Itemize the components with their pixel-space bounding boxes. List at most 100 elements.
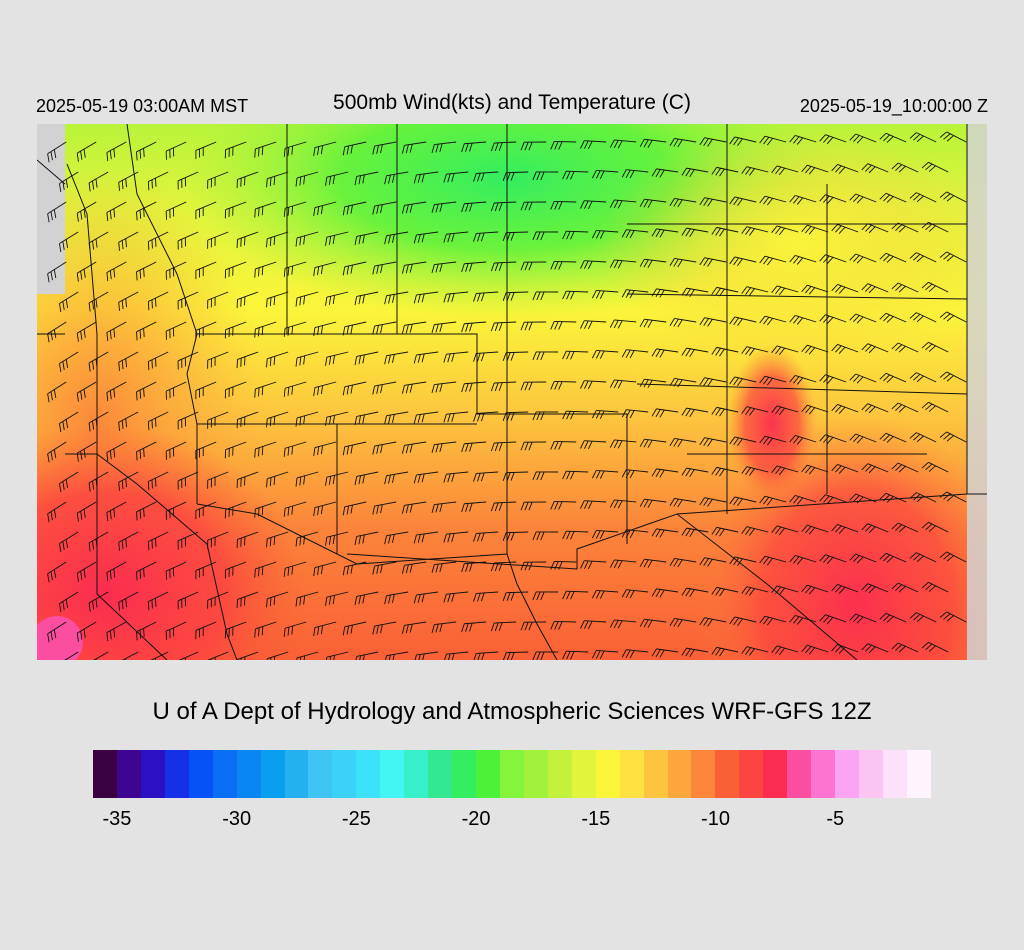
wind-barb-feather xyxy=(566,471,571,480)
wind-barb-feather xyxy=(703,558,709,566)
wind-barb-feather xyxy=(584,140,589,149)
wind-barb-feather xyxy=(80,271,83,280)
wind-barb-feather xyxy=(254,628,256,638)
wind-barb-feather xyxy=(595,410,601,419)
wind-barb-feather xyxy=(745,647,752,655)
wind-barb-feather xyxy=(451,233,455,242)
wind-barb-feather xyxy=(136,211,138,221)
wind-barb-feather xyxy=(826,557,834,565)
wind-barb-feather xyxy=(711,227,718,235)
colorbar-swatch xyxy=(811,750,836,798)
wind-barb-feather xyxy=(801,464,808,473)
wind-barb-feather xyxy=(913,313,921,321)
wind-barb-feather xyxy=(473,353,477,362)
wind-barb-feather xyxy=(853,615,860,623)
wind-barb-feather xyxy=(303,295,306,305)
wind-barb-feather xyxy=(737,198,743,207)
wind-barb-feather xyxy=(358,535,361,545)
wind-barb-feather xyxy=(391,474,395,483)
wind-barb-feather xyxy=(95,298,98,308)
wind-barb-feather xyxy=(689,229,695,238)
wind-barb-feather xyxy=(528,501,533,511)
wind-barb-feather xyxy=(47,333,50,343)
wind-barb-feather xyxy=(613,500,619,509)
wind-barb-feather xyxy=(741,586,748,594)
wind-barb-feather xyxy=(778,167,786,176)
wind-barb-feather xyxy=(50,331,53,341)
wind-barb-feather xyxy=(447,413,451,423)
wind-barb-feather xyxy=(681,647,687,656)
wind-barb-feather xyxy=(502,592,507,601)
wind-barb-feather xyxy=(669,378,675,387)
wind-barb-feather xyxy=(139,510,142,519)
wind-barb-feather xyxy=(143,568,145,577)
wind-barb-feather xyxy=(925,163,933,171)
wind-barb-feather xyxy=(118,602,120,611)
wind-barb-feather xyxy=(431,144,435,153)
wind-barb-feather xyxy=(317,326,320,336)
wind-barb-feather xyxy=(510,232,515,241)
wind-barb-feather xyxy=(621,349,627,358)
wind-barb-feather xyxy=(749,228,755,236)
wind-barb-feather xyxy=(317,146,320,156)
wind-barb-feather xyxy=(435,563,439,573)
wind-barb-feather xyxy=(868,226,876,234)
wind-barb-feather xyxy=(354,356,358,366)
wind-barb-feather xyxy=(771,225,778,233)
wind-barb-feather xyxy=(358,295,361,305)
wind-barb-feather xyxy=(629,470,635,479)
wind-barb-feather xyxy=(540,291,545,301)
wind-barb-feather xyxy=(883,134,890,142)
wind-barb-feather xyxy=(405,624,409,634)
wind-barb-feather xyxy=(801,584,808,593)
wind-barb-feather xyxy=(313,447,316,457)
colorbar-ticks: -35 -30 -25 -20 -15 -10 -5 xyxy=(0,808,1024,838)
wind-barb-feather xyxy=(380,444,383,454)
wind-barb-feather xyxy=(118,302,120,311)
wind-barb-feather xyxy=(617,260,623,269)
wind-barb-shaft xyxy=(121,651,139,660)
wind-barb-feather xyxy=(328,296,332,305)
wind-barb-feather xyxy=(417,414,421,423)
wind-barb-feather xyxy=(865,404,872,412)
wind-barb-feather xyxy=(88,542,91,552)
wind-barb-feather xyxy=(269,177,272,187)
wind-barb-feather xyxy=(417,174,421,183)
wind-barb-feather xyxy=(254,148,256,158)
wind-barb-feather xyxy=(946,615,954,622)
colorbar-swatch xyxy=(667,750,692,798)
wind-barb-feather xyxy=(362,234,365,244)
wind-barb-feather xyxy=(629,530,635,539)
wind-barb-feather xyxy=(703,318,709,326)
wind-barb-feather xyxy=(92,180,95,190)
wind-barb-feather xyxy=(405,144,409,154)
wind-barb-feather xyxy=(354,476,358,486)
wind-barb-feather xyxy=(599,470,605,479)
wind-barb-feather xyxy=(625,349,631,358)
wind-barb-feather xyxy=(655,349,661,358)
wind-barb-feather xyxy=(562,350,567,360)
wind-barb-feather xyxy=(320,565,324,575)
wind-barb-feather xyxy=(673,558,679,567)
wind-barb-feather xyxy=(384,535,387,545)
wind-barb-feather xyxy=(916,195,924,203)
wind-barb-feather xyxy=(92,360,95,370)
wind-barb-feather xyxy=(865,344,872,352)
wind-barb-feather xyxy=(506,472,511,481)
wind-barb-feather xyxy=(532,291,537,301)
wind-barb-feather xyxy=(106,452,109,462)
wind-barb-feather xyxy=(928,165,936,172)
wind-barb-feather xyxy=(417,354,421,363)
wind-barb-feather xyxy=(943,493,951,500)
wind-barb-feather xyxy=(898,465,906,473)
wind-barb-feather xyxy=(506,172,511,181)
wind-barb-feather xyxy=(808,647,816,655)
wind-barb-feather xyxy=(270,657,272,660)
wind-barb-feather xyxy=(599,590,605,599)
colorbar-swatch xyxy=(140,750,165,798)
wind-barb-feather xyxy=(916,135,924,143)
wind-barb-feather xyxy=(447,173,451,183)
wind-barb-feather xyxy=(883,254,890,262)
wind-barb-feather xyxy=(823,555,830,563)
wind-barb-feather xyxy=(391,354,395,363)
